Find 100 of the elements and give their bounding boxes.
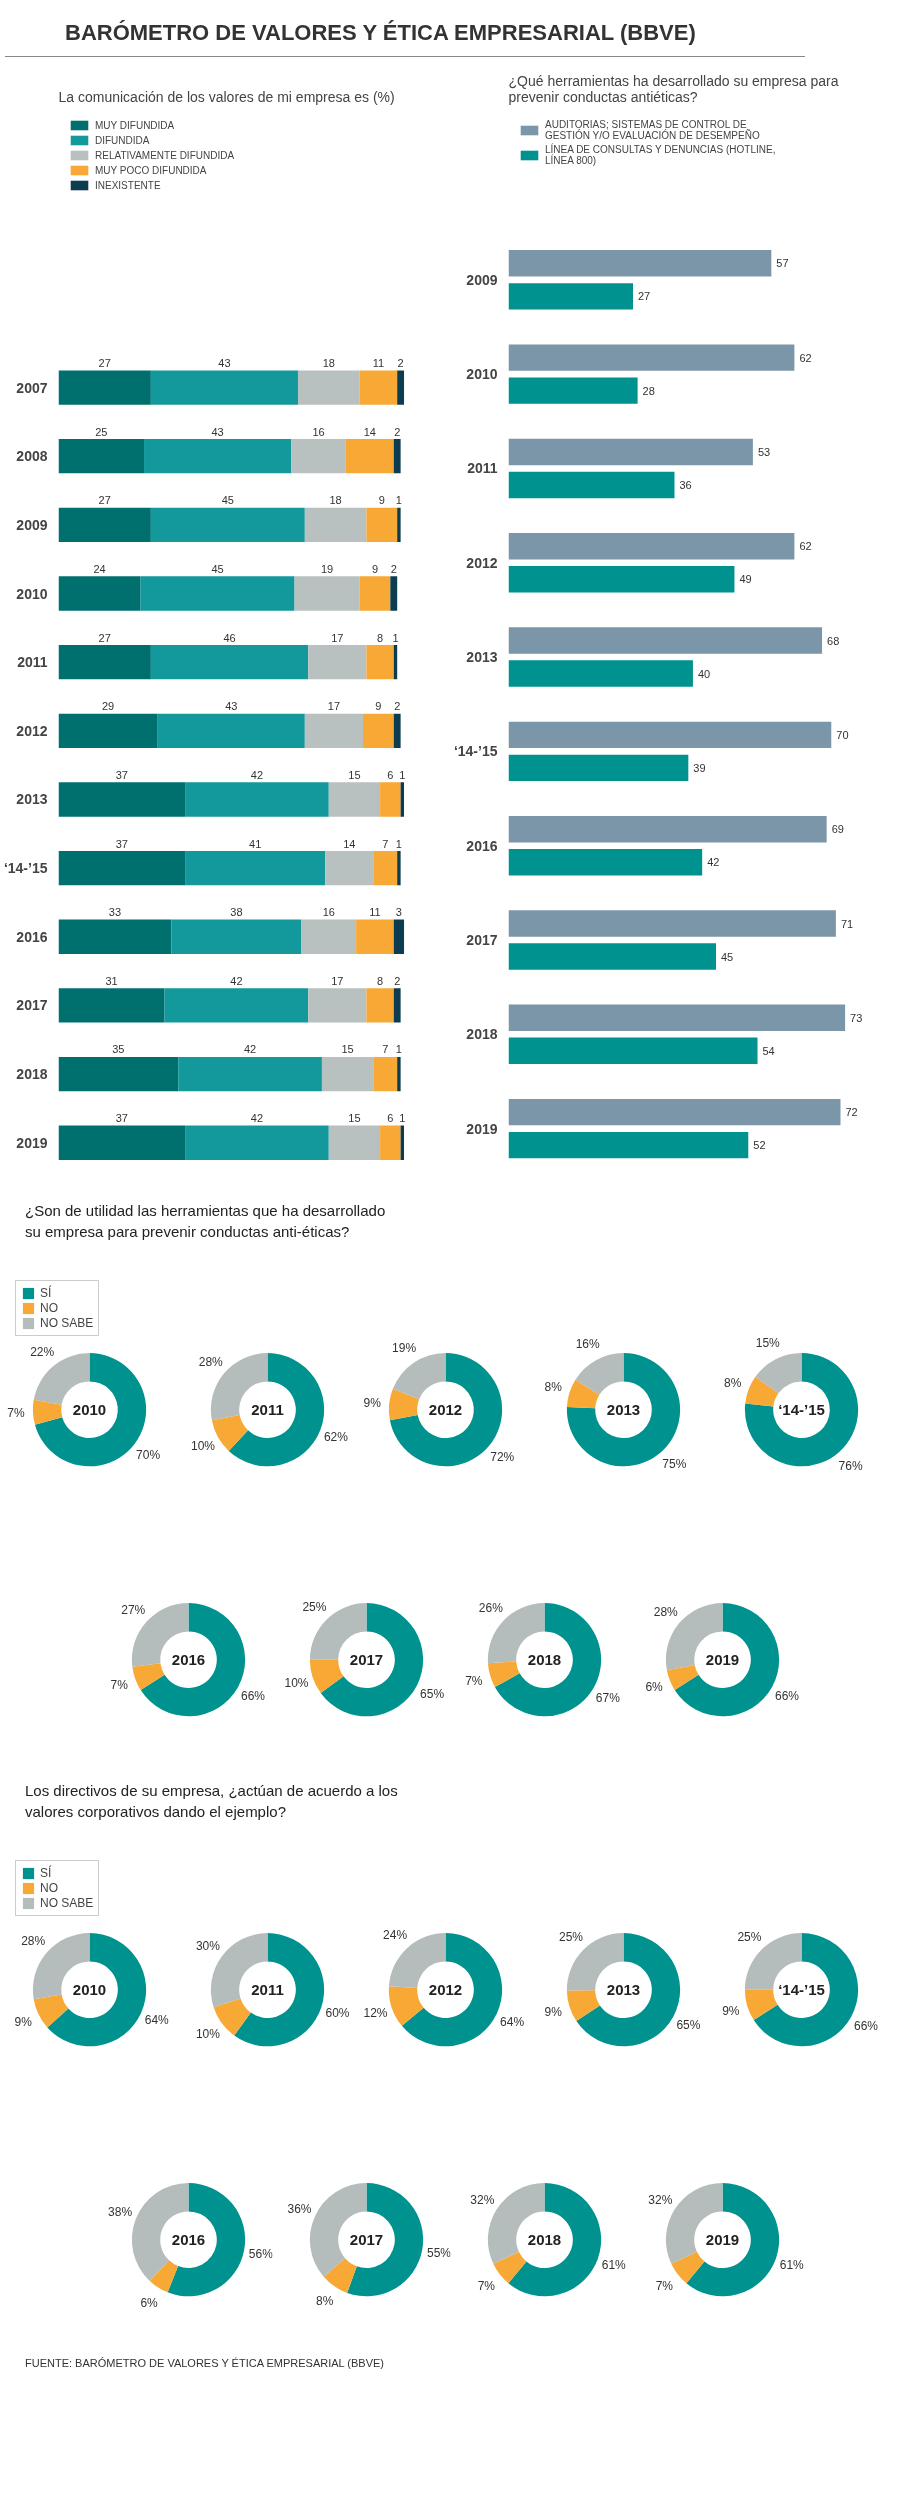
data-label: 11	[369, 906, 381, 919]
data-label: 70	[836, 728, 849, 741]
data-label: 66%	[854, 2018, 879, 2033]
data-label: 28%	[653, 1604, 679, 1619]
y-tick-label: 2016	[16, 928, 48, 945]
text: 2013	[606, 1400, 641, 1418]
data-label: 52	[753, 1139, 766, 1152]
legend-label: MUY DIFUNDIDA	[95, 119, 175, 131]
bar	[304, 713, 363, 748]
data-label: 36%	[287, 2201, 312, 2216]
data-label: 65%	[420, 1686, 445, 1701]
text: 2013	[606, 1980, 641, 1998]
data-label: 38%	[108, 2205, 133, 2220]
bar	[508, 566, 735, 593]
y-tick-label: 2017	[466, 932, 498, 949]
text: 2012	[428, 1980, 463, 1998]
legend-label: AUDITORIAS; SISTEMAS DE CONTROL DE GESTIÓN Y/O EVALUACIÓN DE DESEMPEÑO	[545, 119, 760, 141]
bar	[328, 782, 381, 817]
data-label: 42	[243, 1043, 257, 1056]
bar	[58, 439, 145, 474]
bar	[508, 533, 795, 560]
bar	[359, 370, 398, 405]
legend-label: SÍ	[40, 1286, 53, 1300]
data-label: 37	[115, 768, 128, 781]
data-label: 9	[375, 700, 382, 713]
data-label: 46	[223, 631, 236, 644]
bar	[508, 815, 827, 843]
data-label: 43	[225, 700, 238, 713]
bar	[400, 782, 405, 817]
data-label: 43	[211, 425, 224, 438]
data-label: 28%	[198, 1354, 224, 1369]
data-label: 25%	[302, 1599, 327, 1614]
data-label: 15%	[755, 1336, 781, 1351]
data-label: 7%	[465, 1673, 483, 1688]
data-label: 15	[348, 768, 361, 781]
data-label: 61%	[601, 2258, 627, 2273]
text: ‘14-’15	[778, 1981, 825, 1999]
y-tick-label: ‘14-’15	[3, 860, 48, 877]
legend-label: MUY POCO DIFUNDIDA	[95, 164, 207, 176]
bar	[58, 576, 141, 611]
bar	[58, 645, 151, 680]
data-label: 1	[399, 768, 406, 781]
data-label: 26%	[478, 1601, 504, 1616]
data-label: 65%	[676, 2018, 701, 2033]
bar	[304, 507, 367, 543]
data-label: 10%	[195, 2026, 221, 2041]
data-label: 33	[108, 906, 122, 919]
data-label: 36	[679, 478, 692, 491]
data-label: 56%	[248, 2246, 274, 2261]
bar	[397, 1056, 401, 1092]
bar	[508, 377, 638, 404]
bar	[380, 1125, 401, 1160]
data-label: 11	[372, 356, 385, 369]
data-label: 7%	[477, 2278, 496, 2293]
data-label: 9%	[544, 2004, 563, 2019]
data-label: 61%	[779, 2258, 805, 2273]
data-label: 39	[693, 761, 706, 774]
data-label: 64%	[500, 2014, 525, 2029]
bar	[58, 850, 186, 886]
bar	[397, 507, 401, 543]
legend-label: NO SABE	[40, 1896, 94, 1910]
y-tick-label: 2008	[16, 448, 48, 465]
data-label: 62	[799, 540, 812, 553]
text: ¿Son de utilidad las herramientas que ha desarrollado su empresa para prevenir conductas anti-éticas?	[24, 1201, 387, 1243]
data-label: 6	[387, 1112, 394, 1125]
bar	[185, 850, 326, 886]
data-label: 27	[98, 356, 111, 369]
bar	[508, 1098, 841, 1126]
data-label: 9	[371, 562, 379, 575]
y-tick-label: 2019	[466, 1120, 498, 1137]
data-label: 29	[101, 700, 115, 713]
data-label: 1	[395, 1043, 402, 1056]
y-tick-label: 2012	[466, 554, 498, 571]
data-label: 72	[845, 1106, 858, 1119]
y-tick-label: 2019	[16, 1134, 48, 1151]
chart-title: BARÓMETRO DE VALORES Y ÉTICA EMPRESARIAL (BBVE)	[5, 5, 805, 58]
bar	[508, 471, 675, 499]
bar	[359, 576, 391, 611]
data-label: 9	[378, 494, 385, 507]
data-label: 35	[112, 1043, 125, 1056]
chart-title: ¿Qué herramientas ha desarrollado su empresa para prevenir conductas antiéticas?	[508, 72, 839, 105]
bar	[393, 713, 401, 748]
data-label: 55%	[426, 2245, 452, 2260]
bar	[508, 1037, 758, 1065]
y-tick-label: 2018	[466, 1026, 498, 1043]
legend-label: INEXISTENTE	[95, 179, 161, 191]
data-label: 7%	[110, 1678, 129, 1693]
data-label: 16%	[575, 1337, 601, 1352]
data-label: 28	[642, 384, 655, 397]
bar	[508, 849, 703, 876]
bar	[58, 1125, 186, 1160]
data-label: 67%	[595, 1690, 621, 1705]
bar	[508, 943, 716, 970]
text: ‘14-’15	[778, 1401, 825, 1419]
data-label: 69	[831, 823, 844, 836]
data-label: 49	[739, 573, 752, 586]
data-label: 8%	[724, 1375, 742, 1390]
data-label: 6%	[140, 2295, 159, 2310]
data-label: 24%	[383, 1928, 408, 1943]
bar	[373, 850, 398, 886]
